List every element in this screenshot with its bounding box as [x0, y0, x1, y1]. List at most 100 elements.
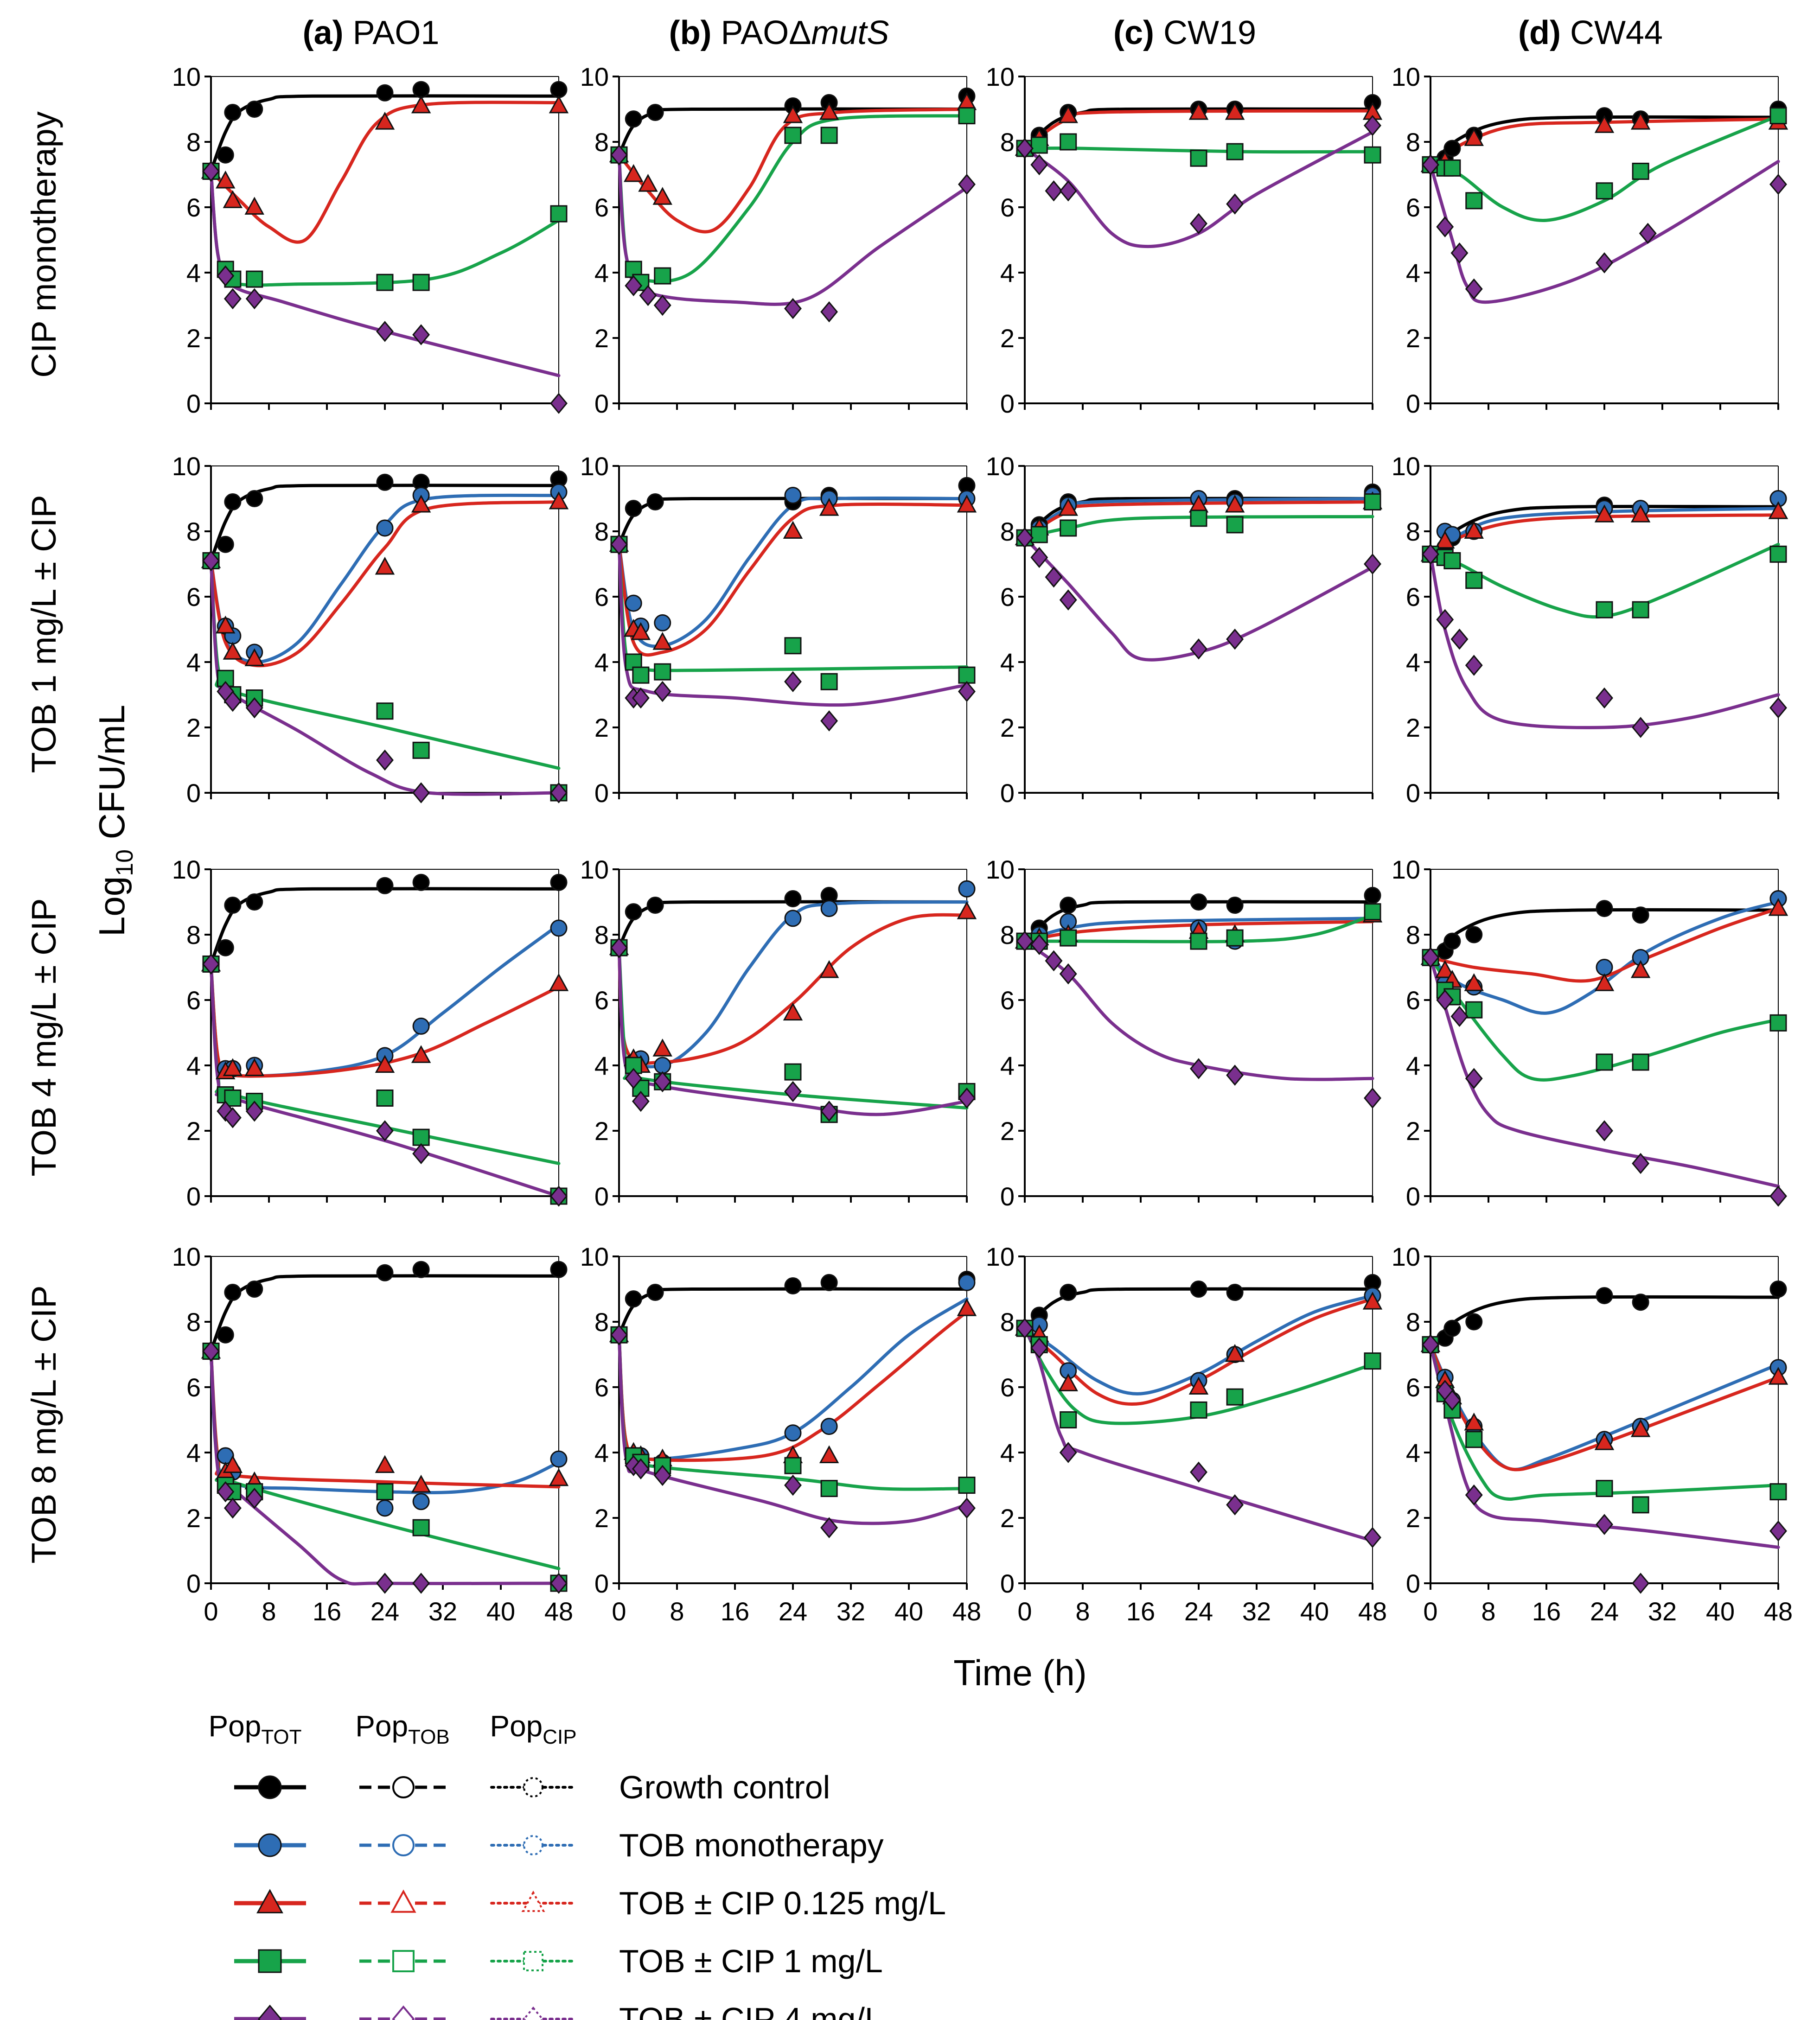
- data-point-c0125: [957, 494, 977, 513]
- data-point-c1: [958, 1477, 976, 1494]
- data-point-c4: [1059, 963, 1077, 985]
- y-tick-label: 2: [186, 1116, 201, 1146]
- y-tick-label: 8: [594, 517, 609, 546]
- data-point-c0125: [1058, 1373, 1078, 1391]
- y-tick-label: 6: [1000, 193, 1015, 222]
- data-point-c4: [1465, 1068, 1483, 1089]
- data-point-c0125: [223, 1058, 243, 1076]
- data-point-c4: [412, 1573, 430, 1594]
- data-point-c0125: [223, 642, 243, 660]
- data-point-c4: [1639, 223, 1657, 244]
- y-tick-label: 0: [1000, 389, 1015, 418]
- data-point-tob: [784, 910, 802, 927]
- data-point-gc: [625, 500, 642, 517]
- data-point-c4: [1596, 252, 1613, 274]
- y-tick-label: 6: [1000, 582, 1015, 612]
- data-point-c1: [784, 1457, 802, 1474]
- data-point-c1: [1364, 903, 1381, 921]
- data-point-c0125: [1594, 504, 1615, 523]
- legend-header: PopTOT: [208, 1709, 301, 1748]
- y-tick-label: 6: [1406, 193, 1420, 222]
- y-tick-label: 10: [580, 452, 609, 481]
- data-point-gc: [1443, 1319, 1461, 1337]
- data-point-gc: [1060, 897, 1077, 914]
- data-point-c4: [820, 1517, 838, 1538]
- data-point-c1: [1030, 136, 1048, 154]
- data-point-gc: [1465, 926, 1483, 943]
- column-headers: (a) PAO1 (b) PAOΔmutS (c) CW19 (d) CW44: [303, 14, 1663, 51]
- y-tick-label: 0: [594, 1182, 609, 1211]
- data-point-c4: [550, 782, 568, 803]
- data-point-c0125: [244, 1058, 264, 1076]
- data-point-c1: [1364, 146, 1381, 164]
- data-point-c4: [1016, 527, 1034, 548]
- column-strain: PAOΔ: [712, 14, 811, 51]
- data-point-c1: [1190, 510, 1207, 527]
- data-point-c1: [632, 666, 650, 684]
- y-tick-label: 4: [1000, 258, 1015, 287]
- data-point-tob: [654, 1057, 671, 1074]
- y-tick-label: 0: [1406, 389, 1420, 418]
- y-tick-label: 8: [1406, 1307, 1420, 1337]
- y-tick-label: 8: [594, 127, 609, 157]
- data-point-c4: [1769, 173, 1787, 195]
- panel: 0 2 4 6 8 10: [172, 62, 569, 418]
- data-point-gc: [246, 1281, 263, 1298]
- data-point-c0125: [411, 95, 431, 114]
- y-tick-label: 4: [1406, 1438, 1420, 1467]
- column-title: (d) CW44: [1518, 14, 1663, 51]
- data-point-gc: [1190, 1281, 1207, 1298]
- legend-header: PopCIP: [490, 1709, 576, 1748]
- y-tick-label: 4: [186, 1051, 201, 1080]
- fit-line-c1: [1429, 114, 1780, 222]
- data-point-c4: [1422, 154, 1439, 176]
- y-tick-label: 10: [1392, 855, 1420, 884]
- data-point-c4: [653, 294, 671, 316]
- data-point-gc: [1443, 932, 1461, 950]
- data-point-c0125: [1464, 128, 1484, 146]
- data-point-c4: [1465, 655, 1483, 676]
- data-point-gc: [376, 877, 394, 894]
- data-point-c4: [1769, 1185, 1787, 1207]
- data-point-c4: [653, 1071, 671, 1092]
- data-point-c1: [376, 1483, 394, 1501]
- data-point-gc: [625, 1290, 642, 1308]
- data-point-c4: [412, 1143, 430, 1165]
- data-point-c4: [1016, 138, 1034, 159]
- data-point-c0125: [1188, 1376, 1209, 1395]
- y-tick-label: 10: [580, 1242, 609, 1271]
- data-point-c1: [1769, 107, 1787, 125]
- legend-label: TOB ± CIP 1 mg/L: [619, 1943, 883, 1979]
- data-point-c0125: [819, 102, 839, 120]
- data-point-c1: [1769, 1483, 1787, 1501]
- data-point-c4: [1190, 213, 1207, 234]
- x-tick-label: 24: [370, 1597, 399, 1626]
- data-point-c0125: [957, 1298, 977, 1316]
- data-point-c4: [1190, 1058, 1207, 1079]
- data-point-gc: [784, 1277, 802, 1294]
- data-point-c4: [245, 697, 263, 719]
- x-tick-label: 24: [1590, 1597, 1619, 1626]
- fit-line-c4: [617, 153, 969, 306]
- fit-line-c0125: [1429, 1343, 1780, 1472]
- row-label: TOB 4 mg/L ± CIP: [25, 898, 63, 1177]
- data-point-c1: [654, 267, 671, 285]
- data-point-c4: [784, 298, 802, 319]
- data-point-c1: [376, 702, 394, 720]
- y-tick-label: 10: [580, 855, 609, 884]
- y-tick-label: 0: [594, 778, 609, 808]
- x-tick-label: 0: [1423, 1597, 1437, 1626]
- y-tick-label: 0: [1000, 778, 1015, 808]
- data-point-c4: [1059, 589, 1077, 611]
- data-point-tob: [1596, 959, 1613, 976]
- data-point-c0125: [1464, 521, 1484, 539]
- fit-line-gc: [1429, 115, 1780, 166]
- data-point-tob: [820, 1418, 838, 1435]
- fit-line-c4: [617, 542, 969, 707]
- x-tick-label: 48: [952, 1597, 981, 1626]
- data-point-c1: [1190, 1401, 1207, 1419]
- data-point-c1: [1226, 143, 1244, 160]
- y-tick-label: 6: [186, 193, 201, 222]
- y-tick-label: 6: [594, 1373, 609, 1402]
- legend-marker-total: [256, 1889, 283, 1913]
